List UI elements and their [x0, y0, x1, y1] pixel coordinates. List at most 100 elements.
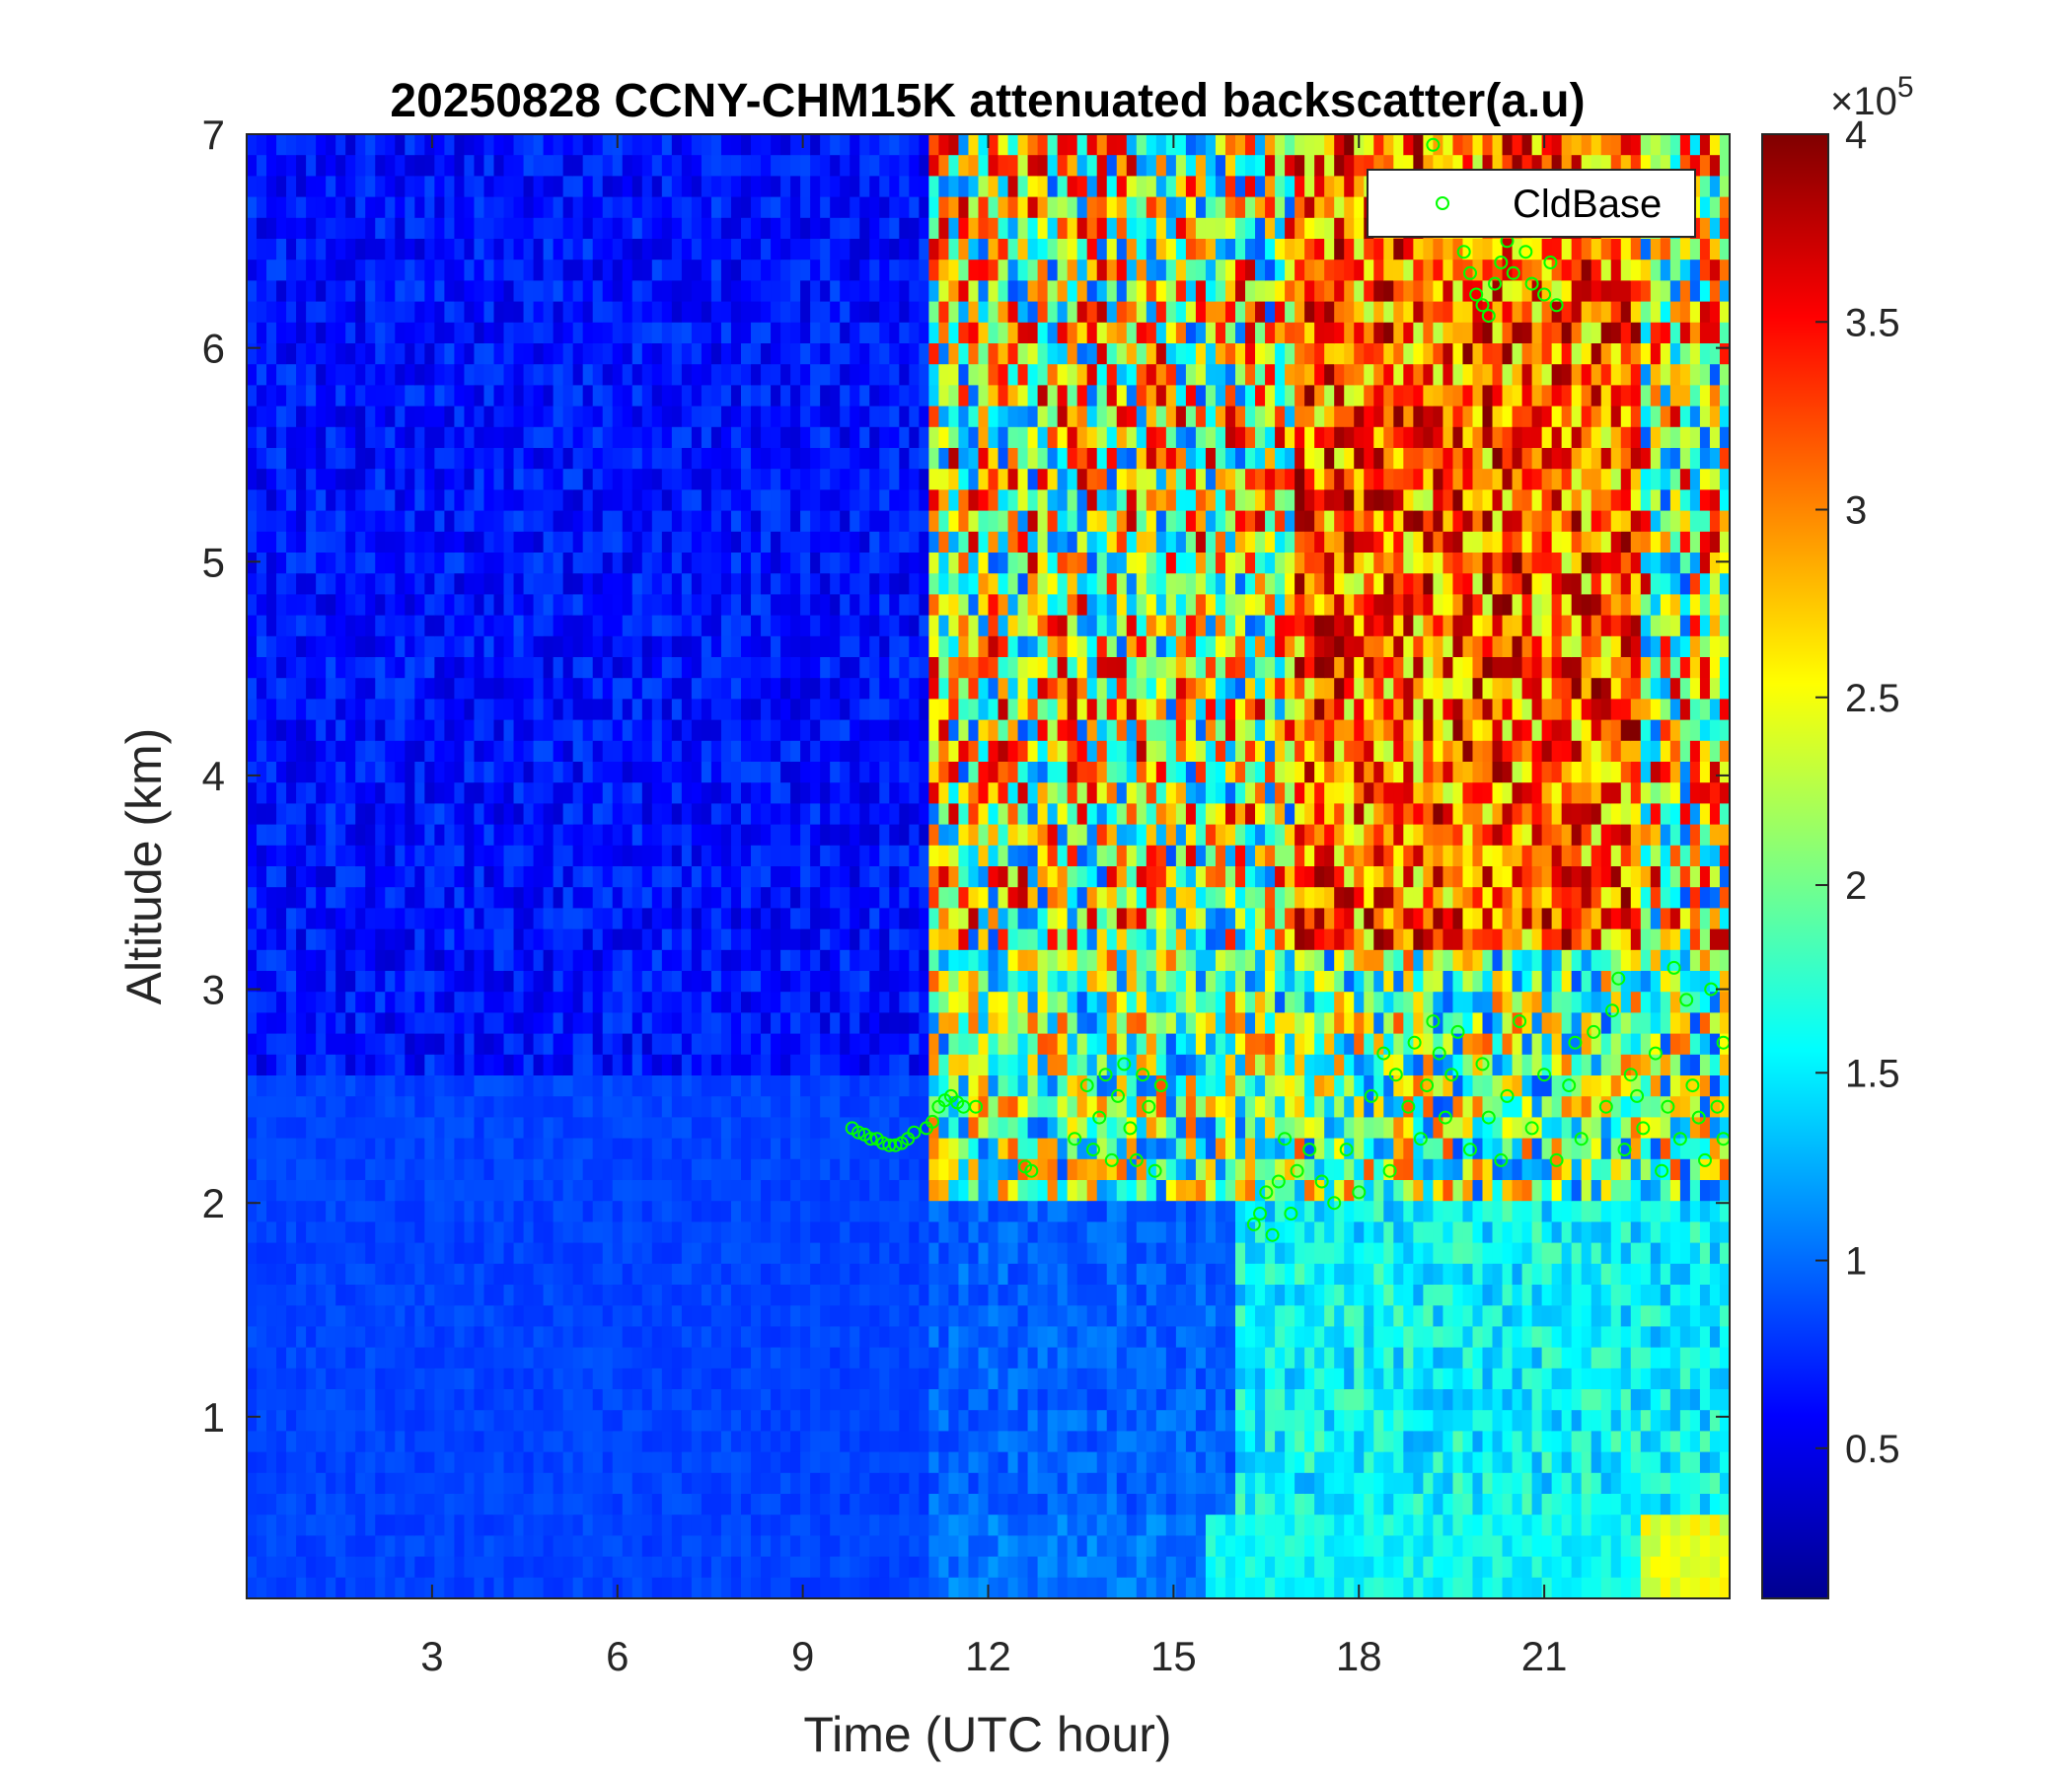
heatmap-cell	[553, 928, 564, 951]
heatmap-cell	[612, 678, 624, 700]
heatmap-cell	[306, 928, 317, 951]
heatmap-cell	[820, 1451, 831, 1474]
heatmap-cell	[771, 406, 781, 428]
heatmap-cell	[513, 1515, 525, 1536]
heatmap-cell	[631, 1221, 643, 1244]
heatmap-cell	[631, 1347, 643, 1369]
heatmap-cell	[553, 1285, 564, 1306]
heatmap-cell	[533, 678, 545, 700]
heatmap-cell	[850, 1347, 860, 1369]
heatmap-cell	[751, 949, 762, 972]
heatmap-cell	[928, 657, 939, 679]
heatmap-cell	[622, 928, 633, 951]
heatmap-cell	[375, 1431, 386, 1453]
heatmap-cell	[928, 426, 939, 449]
heatmap-cell	[355, 1368, 366, 1390]
heatmap-cell	[316, 594, 327, 617]
heatmap-cell	[701, 1180, 712, 1202]
heatmap-cell	[681, 489, 693, 512]
heatmap-cell	[474, 824, 485, 847]
heatmap-cell	[543, 678, 555, 700]
heatmap-cell	[780, 134, 791, 156]
heatmap-cell	[444, 740, 456, 763]
heatmap-cell	[691, 301, 703, 324]
heatmap-cell	[276, 1075, 287, 1097]
heatmap-cell	[730, 594, 742, 617]
heatmap-cell	[345, 1033, 356, 1056]
heatmap-cell	[464, 489, 476, 512]
heatmap-cell	[424, 553, 435, 574]
heatmap-cell	[780, 678, 791, 700]
heatmap-cell	[919, 1221, 929, 1244]
heatmap-cell	[543, 866, 555, 888]
heatmap-cell	[710, 1389, 722, 1411]
heatmap-cell	[493, 280, 505, 303]
heatmap-cell	[503, 1305, 515, 1327]
heatmap-cell	[464, 1285, 476, 1306]
heatmap-cell	[720, 1577, 732, 1598]
heatmap-cell	[582, 426, 594, 449]
heatmap-cell	[869, 1075, 880, 1097]
heatmap-cell	[345, 803, 356, 826]
heatmap-cell	[474, 1451, 485, 1474]
heatmap-cell	[286, 196, 297, 219]
heatmap-cell	[641, 1515, 653, 1536]
heatmap-cell	[651, 866, 663, 888]
heatmap-cell	[444, 1033, 456, 1056]
heatmap-cell	[405, 866, 415, 888]
heatmap-cell	[464, 280, 476, 303]
heatmap-cell	[306, 992, 317, 1013]
heatmap-cell	[641, 699, 653, 721]
heatmap-cell	[602, 971, 614, 993]
heatmap-cell	[405, 1096, 415, 1118]
heatmap-cell	[771, 1054, 781, 1076]
heatmap-cell	[879, 1096, 890, 1118]
heatmap-cell	[375, 657, 386, 679]
heatmap-cell	[493, 949, 505, 972]
heatmap-cell	[681, 155, 693, 177]
heatmap-cell	[414, 699, 425, 721]
heatmap-cell	[730, 866, 742, 888]
heatmap-cell	[879, 1472, 890, 1495]
heatmap-cell	[276, 1494, 287, 1516]
heatmap-cell	[720, 699, 732, 721]
heatmap-cell	[286, 134, 297, 156]
heatmap-cell	[326, 1326, 336, 1349]
heatmap-cell	[889, 824, 900, 847]
heatmap-cell	[850, 1180, 860, 1202]
heatmap-cell	[661, 1033, 673, 1056]
heatmap-cell	[316, 657, 327, 679]
heatmap-cell	[710, 1221, 722, 1244]
heatmap-cell	[533, 469, 545, 490]
heatmap-cell	[483, 1263, 495, 1286]
heatmap-cell	[326, 196, 336, 219]
heatmap-cell	[641, 949, 653, 972]
heatmap-cell	[306, 1096, 317, 1118]
heatmap-cell	[306, 1326, 317, 1349]
heatmap-cell	[790, 531, 801, 554]
heatmap-cell	[345, 1535, 356, 1558]
heatmap-cell	[681, 615, 693, 637]
heatmap-cell	[859, 134, 870, 156]
heatmap-cell	[296, 971, 307, 993]
heatmap-cell	[335, 678, 346, 700]
heatmap-cell	[830, 992, 841, 1013]
heatmap-cell	[316, 1556, 327, 1579]
heatmap-cell	[474, 949, 485, 972]
heatmap-cell	[503, 1033, 515, 1056]
heatmap-cell	[850, 908, 860, 930]
heatmap-cell	[899, 949, 910, 972]
heatmap-cell	[424, 928, 435, 951]
heatmap-cell	[622, 1075, 633, 1097]
heatmap-cell	[533, 803, 545, 826]
heatmap-cell	[414, 594, 425, 617]
heatmap-cell	[681, 803, 693, 826]
heatmap-cell	[562, 971, 574, 993]
heatmap-cell	[562, 1494, 574, 1516]
heatmap-cell	[641, 1033, 653, 1056]
heatmap-cell	[335, 364, 346, 386]
heatmap-cell	[730, 615, 742, 637]
heatmap-cell	[710, 1012, 722, 1035]
heatmap-cell	[859, 908, 870, 930]
heatmap-cell	[790, 573, 801, 595]
